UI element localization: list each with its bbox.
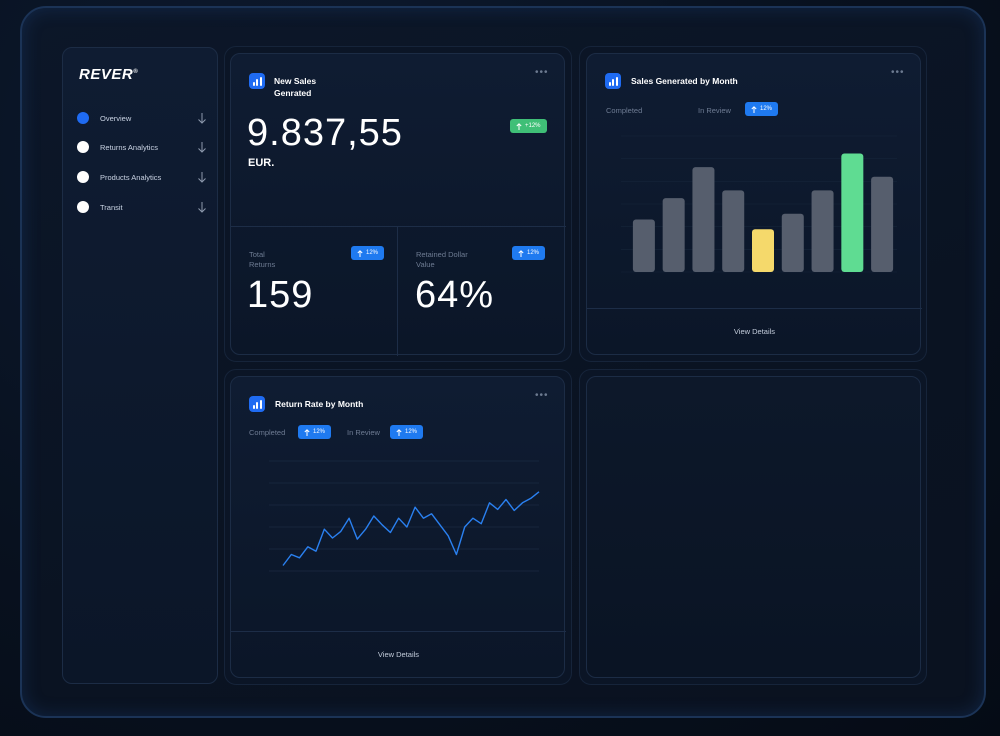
bar[interactable]	[632, 219, 655, 272]
sidebar-item-label: Transit	[100, 202, 123, 212]
bar-card-title: Sales Generated by Month	[631, 76, 738, 86]
sidebar-item-overview[interactable]: Overview	[77, 109, 207, 127]
returns-value: 159	[247, 274, 314, 316]
kpi-divider	[231, 226, 566, 227]
bar-view-details-link[interactable]: View Details	[733, 327, 776, 336]
bar[interactable]	[692, 167, 715, 272]
bar-chart-icon	[249, 396, 265, 412]
arrow-up-icon	[396, 428, 402, 436]
completed-change-badge: 12%	[298, 425, 332, 439]
line-chart-panel: Return Rate by Month ••• Completed 12% I…	[230, 376, 566, 678]
arrow-down-icon	[198, 172, 206, 183]
sales-value: 9.837,55	[247, 112, 403, 154]
bar-card-footer-divider	[587, 308, 922, 309]
sales-card-title: New Sales Genrated	[274, 76, 317, 98]
empty-panel	[586, 376, 921, 678]
bar[interactable]	[871, 176, 894, 272]
arrow-down-icon	[198, 142, 206, 153]
sales-bar-chart	[621, 135, 897, 273]
returns-change-badge: 12%	[351, 246, 385, 260]
bar[interactable]	[662, 198, 685, 272]
nav-dot-icon	[77, 141, 89, 153]
retained-value: 64%	[415, 274, 495, 316]
sidebar: REVER® Overview Returns Analytics Produc…	[62, 47, 218, 684]
bar-chart-icon	[605, 73, 621, 89]
more-options-icon[interactable]: •••	[891, 67, 905, 78]
retained-change-badge: 12%	[512, 246, 546, 260]
bar[interactable]	[722, 190, 745, 272]
sidebar-item-label: Overview	[100, 113, 132, 123]
bar-chart-icon	[249, 73, 265, 89]
bar[interactable]	[811, 190, 834, 272]
arrow-up-icon	[304, 428, 310, 436]
return-rate-line-chart	[269, 460, 540, 572]
line-card-title: Return Rate by Month	[275, 399, 364, 409]
in-review-change-badge: 12%	[390, 425, 424, 439]
arrow-down-icon	[198, 113, 206, 124]
nav-dot-icon	[77, 171, 89, 183]
bar[interactable]	[752, 229, 774, 272]
bar-chart-panel: Sales Generated by Month ••• Completed I…	[586, 53, 922, 355]
line-view-details-link[interactable]: View Details	[377, 650, 420, 659]
legend-completed[interactable]: Completed	[606, 106, 643, 115]
nav-dot-icon	[77, 112, 89, 124]
legend-in-review[interactable]: In Review	[347, 428, 380, 437]
sidebar-item-products-analytics[interactable]: Products Analytics	[77, 168, 207, 186]
legend-completed[interactable]: Completed	[249, 428, 286, 437]
bar-change-badge: 12%	[745, 102, 779, 116]
arrow-up-icon	[357, 249, 363, 257]
sidebar-item-label: Products Analytics	[100, 172, 162, 182]
arrow-up-icon	[751, 105, 757, 113]
bar[interactable]	[841, 153, 864, 272]
sales-currency: EUR.	[248, 157, 275, 169]
returns-label: Total Returns	[249, 250, 276, 269]
more-options-icon[interactable]: •••	[535, 67, 549, 78]
sales-change-badge: +12%	[510, 119, 547, 133]
nav-dot-icon	[77, 201, 89, 213]
bar[interactable]	[781, 213, 804, 272]
line-card-footer-divider	[231, 631, 566, 632]
arrow-down-icon	[198, 202, 206, 213]
more-options-icon[interactable]: •••	[535, 390, 549, 401]
rever-logo[interactable]: REVER®	[79, 66, 139, 83]
sidebar-item-returns-analytics[interactable]: Returns Analytics	[77, 138, 207, 156]
arrow-up-icon	[516, 122, 522, 130]
legend-in-review[interactable]: In Review	[698, 106, 731, 115]
kpi-panel: New Sales Genrated ••• 9.837,55 EUR. +12…	[230, 53, 566, 356]
sidebar-item-transit[interactable]: Transit	[77, 198, 207, 216]
retained-label: Retained Dollar Value	[416, 250, 468, 269]
sidebar-item-label: Returns Analytics	[100, 142, 158, 152]
return-rate-series-line[interactable]	[282, 491, 540, 566]
kpi-divider	[397, 226, 398, 356]
arrow-up-icon	[518, 249, 524, 257]
